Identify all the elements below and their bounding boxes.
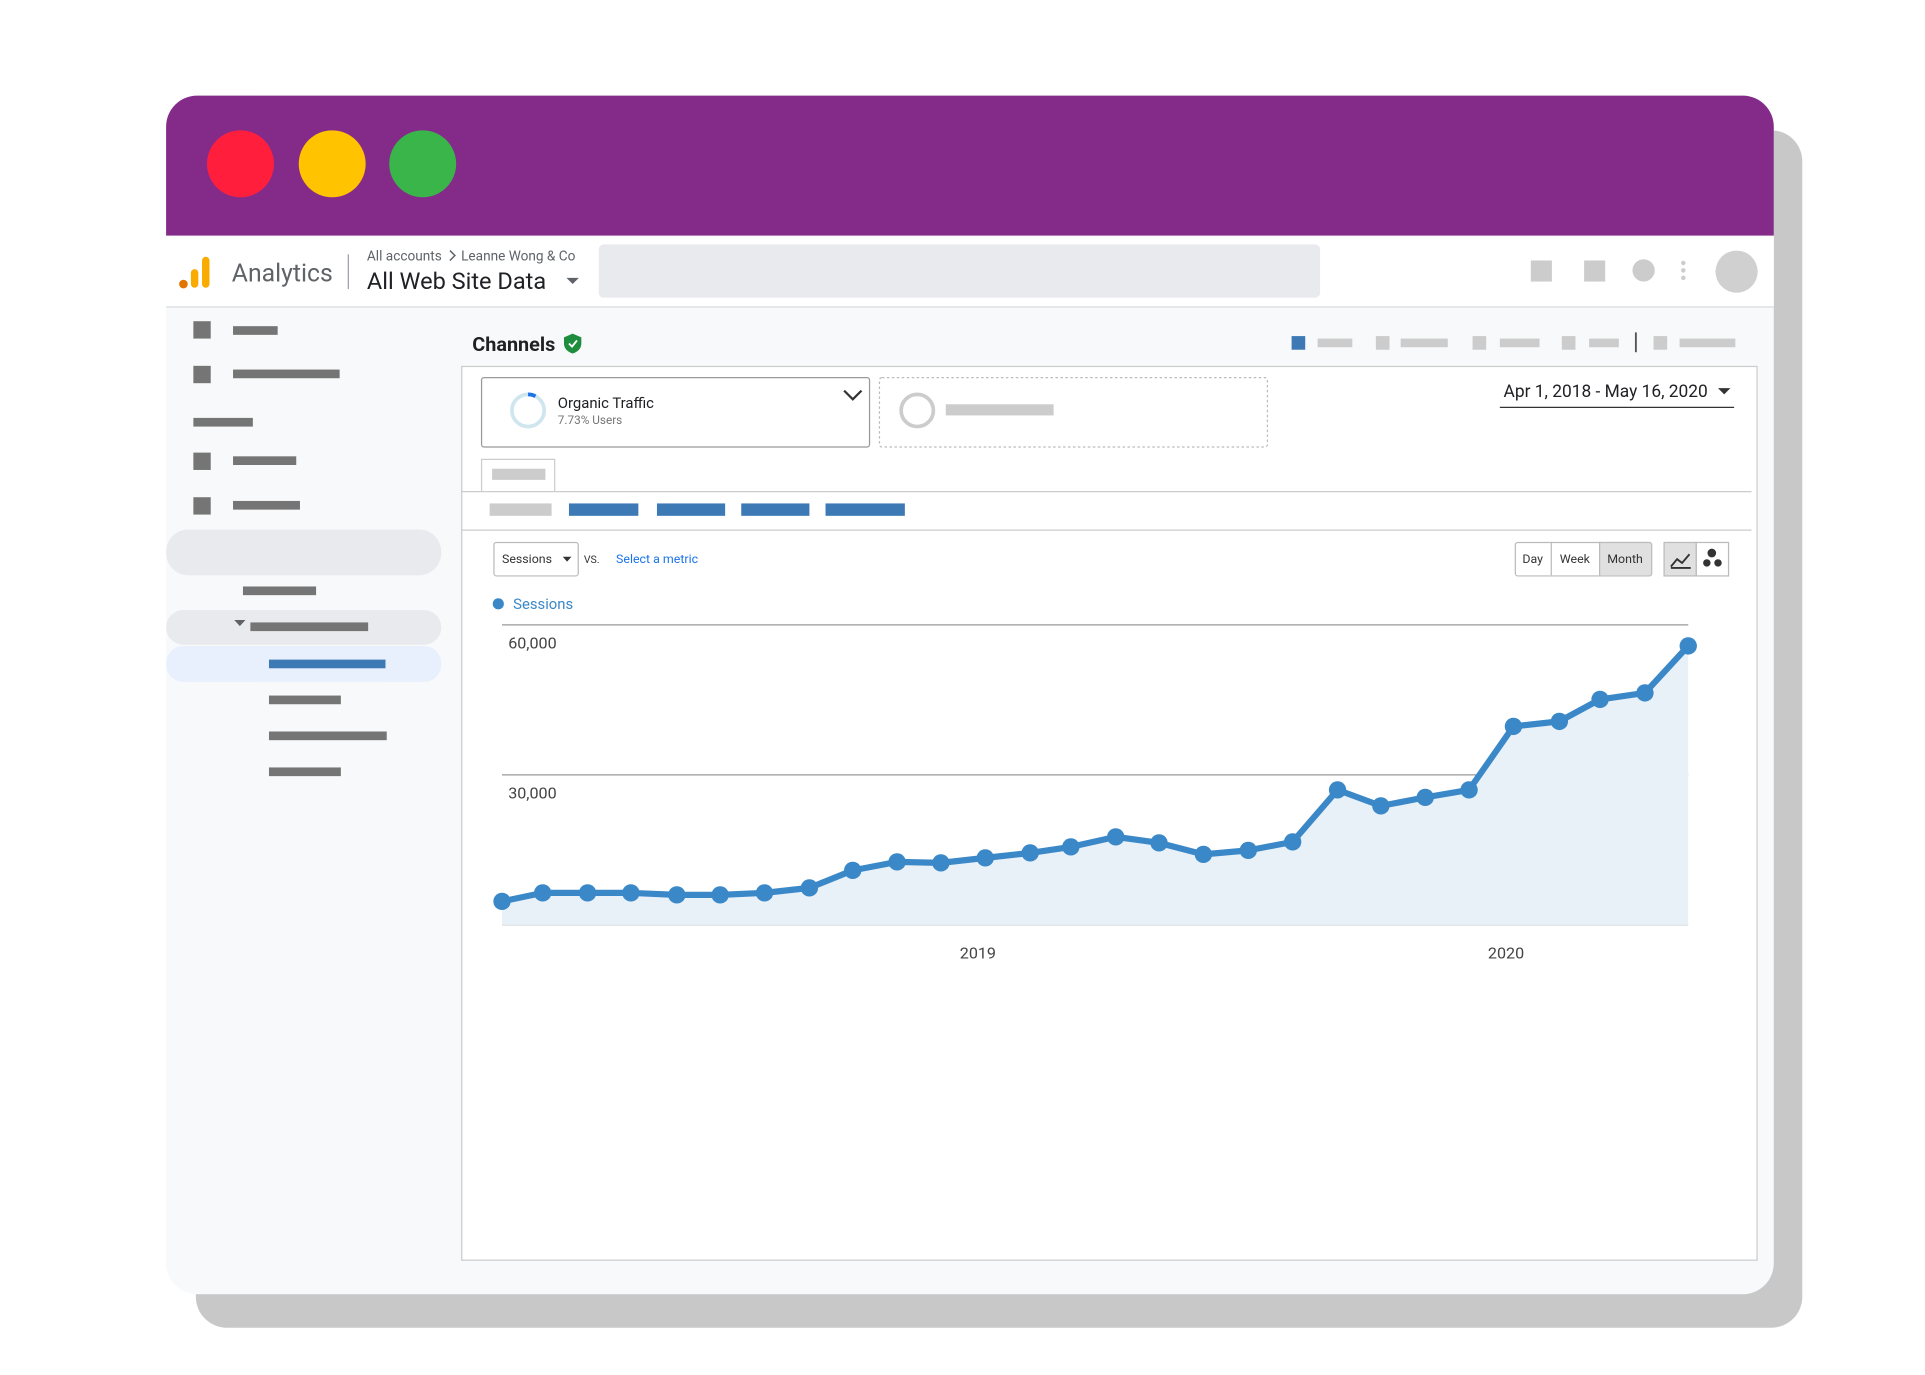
legend-marker (492, 598, 504, 610)
data-point (888, 853, 906, 871)
data-point (1679, 637, 1697, 655)
data-point (800, 879, 819, 897)
data-point (1636, 684, 1654, 702)
period-button[interactable]: Month (1607, 553, 1643, 567)
period-button[interactable]: Week (1560, 553, 1591, 567)
metric-select-label: Sessions (502, 553, 552, 567)
placeholder (945, 404, 1054, 416)
segment-box[interactable] (480, 376, 871, 448)
segment-ring (899, 392, 936, 429)
data-point (932, 854, 950, 872)
data-point (1372, 797, 1390, 815)
period-active-bg (1599, 541, 1652, 576)
data-point (1328, 781, 1347, 799)
data-point (622, 884, 640, 902)
verified-check (568, 339, 578, 349)
segment-ring-fill (527, 392, 537, 398)
data-point (578, 884, 597, 902)
data-point (534, 884, 552, 902)
subtab-placeholders (489, 503, 905, 516)
data-point (1194, 845, 1213, 864)
date-range[interactable]: Apr 1, 2018 - May 16, 2020 (1504, 382, 1708, 402)
data-point (711, 886, 729, 904)
segment-detail: 7.73% Users (558, 413, 622, 427)
x-tick-label: 2019 (960, 943, 996, 962)
close-button[interactable] (207, 130, 274, 198)
data-point (1021, 844, 1039, 862)
dropdown-caret (566, 277, 579, 285)
verified-icon (563, 333, 582, 354)
analytics-logo (179, 256, 210, 289)
placeholder (492, 468, 546, 480)
icon[interactable] (1530, 260, 1552, 282)
expand-caret (234, 619, 246, 627)
date-caret (1717, 388, 1731, 395)
select-caret (562, 556, 572, 562)
maximize-button[interactable] (389, 130, 457, 198)
data-point (1416, 788, 1434, 807)
metric-select[interactable] (493, 541, 579, 577)
data-point (1283, 833, 1302, 851)
minimize-button[interactable] (298, 130, 366, 198)
line-chart-button[interactable] (1663, 541, 1697, 577)
add-segment-box[interactable] (878, 376, 1269, 448)
motion-chart-icon (1703, 548, 1722, 567)
nav-placeholder (250, 622, 369, 632)
segment-chevron[interactable] (843, 389, 863, 401)
more-icon[interactable] (1681, 260, 1686, 281)
legend-label: Sessions (513, 595, 573, 613)
data-point (976, 849, 994, 867)
series-line (501, 643, 1691, 905)
data-point (1591, 690, 1609, 709)
segment-name: Organic Traffic (558, 394, 654, 412)
data-point (1150, 834, 1168, 852)
breadcrumb-chevron (449, 250, 456, 262)
period-group (1514, 541, 1653, 577)
series-area (502, 645, 1689, 925)
data-point (1239, 841, 1257, 860)
breadcrumb[interactable]: All accounts (367, 248, 442, 264)
page-title: Channels (472, 333, 555, 356)
select-metric-link[interactable]: Select a metric (616, 553, 699, 567)
data-point (1460, 781, 1478, 799)
motion-chart-button[interactable] (1695, 541, 1730, 577)
y-tick-label: 60,000 (508, 633, 556, 652)
search-box[interactable] (598, 244, 1321, 298)
icon[interactable] (1584, 260, 1606, 282)
nav-placeholder (242, 586, 317, 596)
toolbar-placeholders (1291, 332, 1736, 353)
data-point (1504, 717, 1523, 736)
data-point (844, 861, 862, 880)
data-point (493, 892, 511, 911)
x-tick-label: 2020 (1488, 943, 1524, 962)
sidebar-placeholders (193, 321, 340, 515)
data-point (755, 884, 774, 902)
nav-placeholder (268, 659, 386, 669)
data-point (668, 886, 686, 904)
vs-label: VS. (584, 553, 600, 566)
avatar[interactable] (1715, 250, 1758, 293)
data-point (1062, 838, 1080, 856)
data-point (1107, 828, 1125, 846)
line-chart-icon (1670, 553, 1691, 569)
period-button[interactable]: Day (1522, 553, 1543, 567)
property-selector[interactable]: All Web Site Data (367, 267, 546, 295)
chart: Sessions 60,000 30,000 2019 2020 (492, 595, 1697, 962)
title-bar (166, 95, 1774, 236)
sidebar-placeholders (268, 695, 387, 777)
breadcrumb[interactable]: Leanne Wong & Co (461, 248, 576, 264)
app-name: Analytics (232, 260, 333, 289)
icon[interactable] (1632, 259, 1655, 282)
y-tick-label: 30,000 (508, 783, 556, 802)
nav-item-selected[interactable] (166, 529, 442, 576)
data-point (1550, 712, 1569, 731)
